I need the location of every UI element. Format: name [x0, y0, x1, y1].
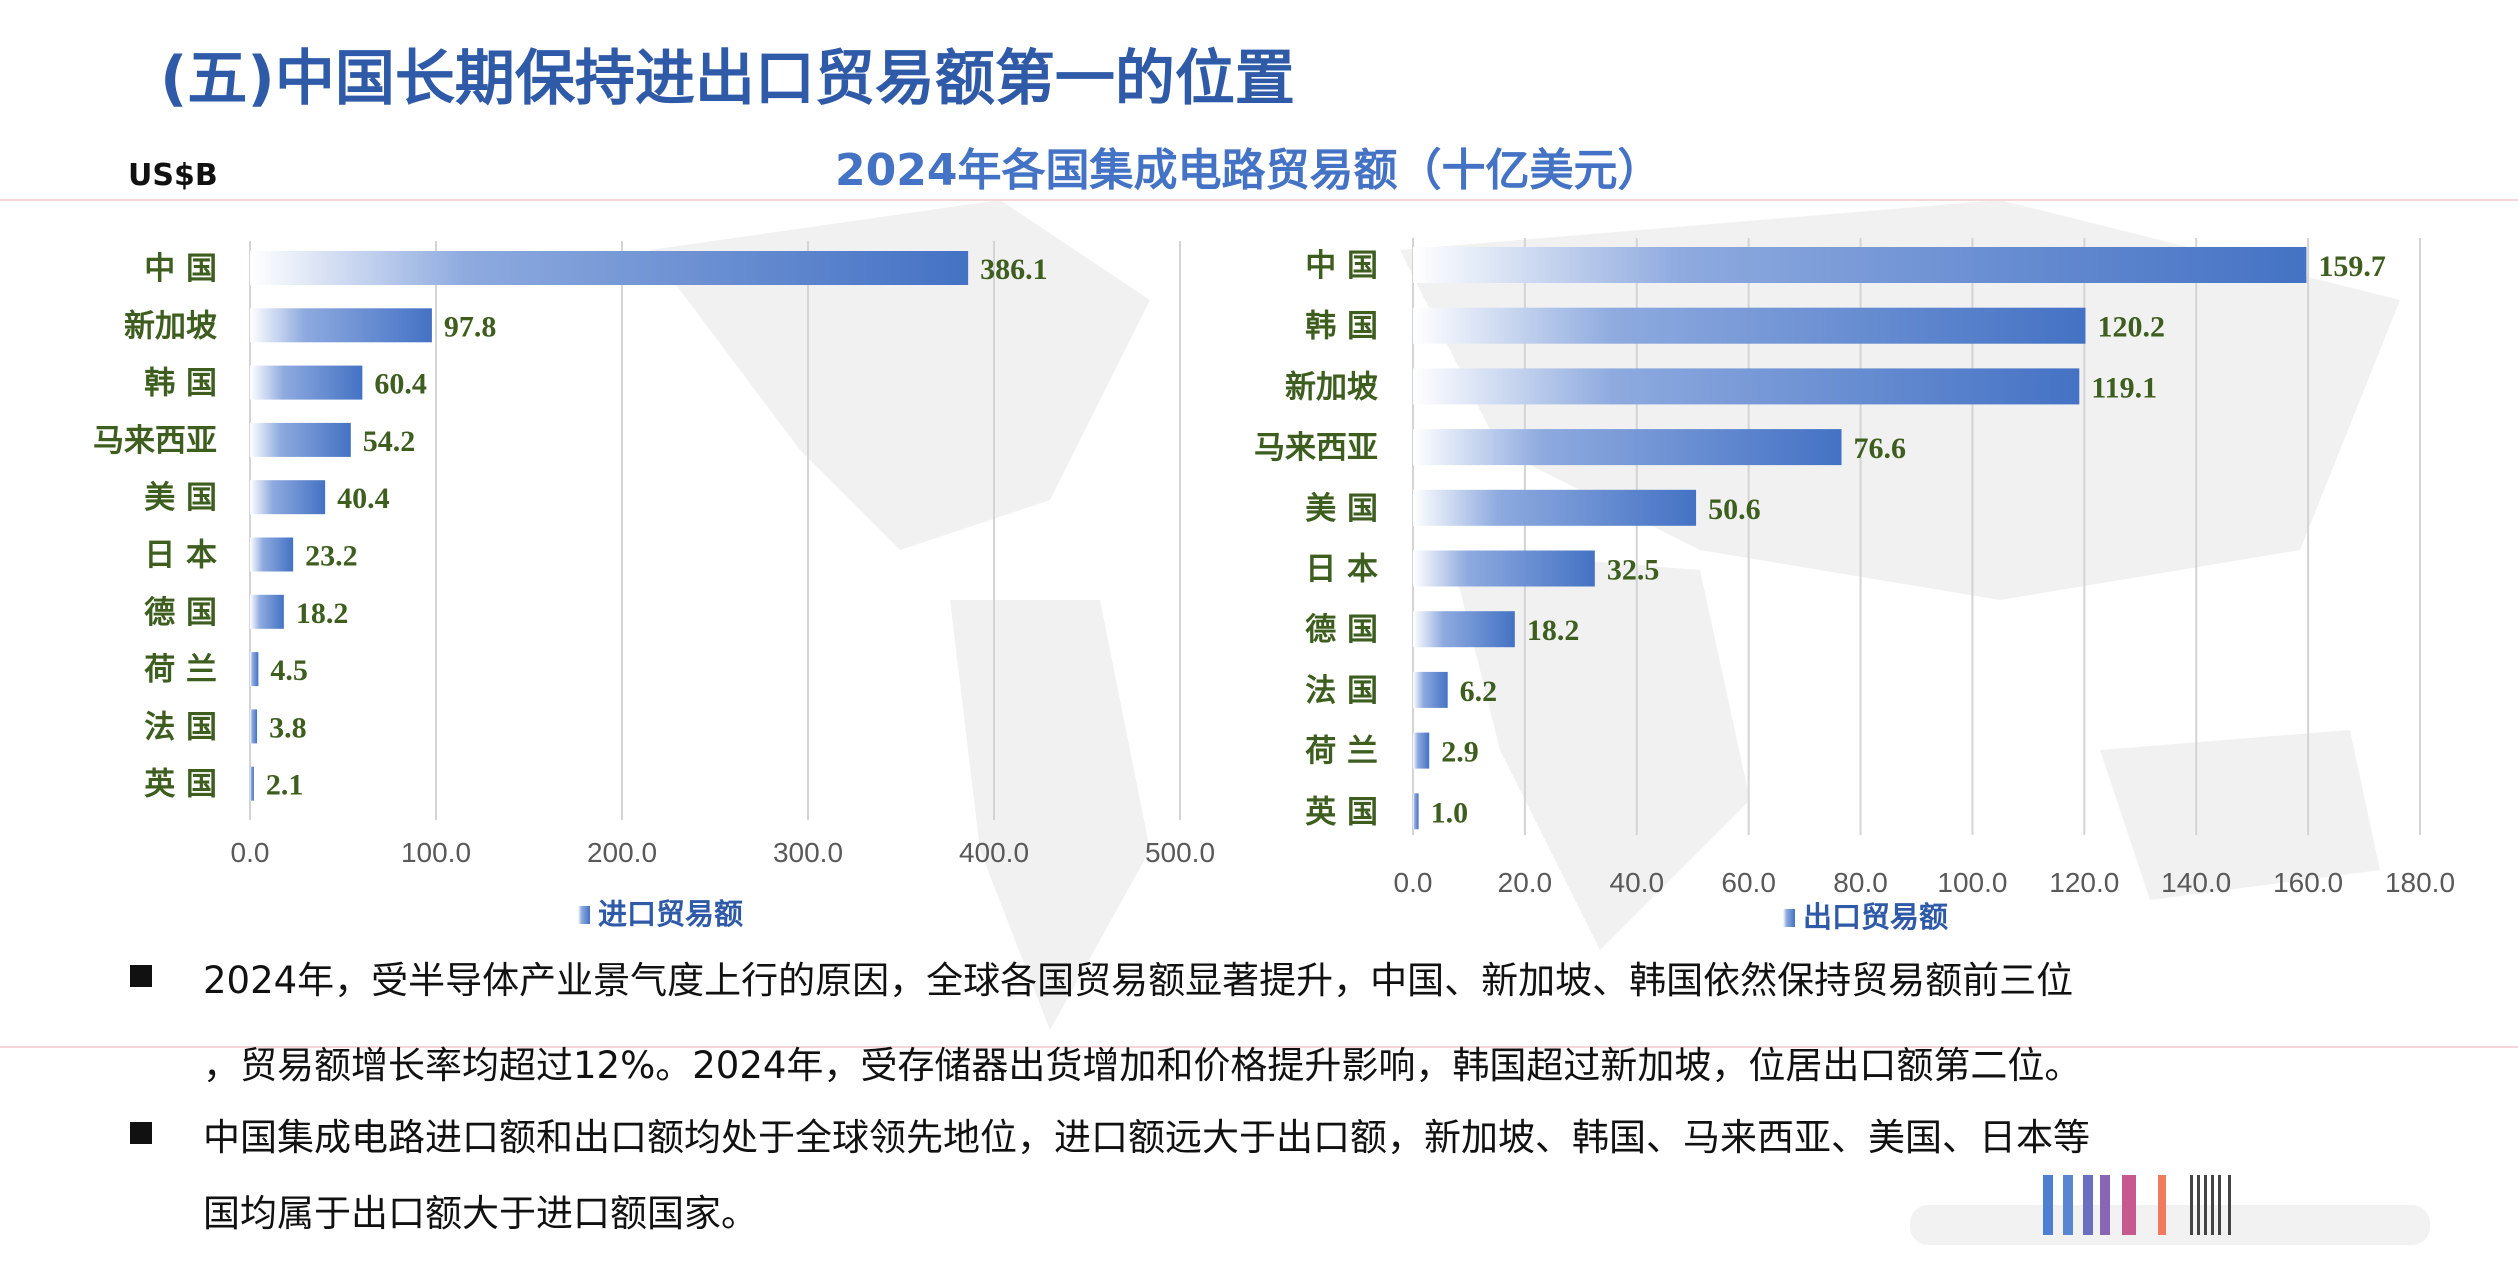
category-label: 法 国: [144, 709, 217, 745]
divider: [0, 1046, 2518, 1048]
tick-label: 180.0: [2385, 867, 2455, 898]
tick-label: 40.0: [1610, 867, 1665, 898]
bar: [1413, 793, 1419, 830]
tick-label: 100.0: [401, 837, 471, 868]
category-label: 中 国: [1305, 248, 1378, 284]
value-label: 18.2: [296, 597, 349, 630]
chart-title: 2024年各国集成电路贸易额（十亿美元）: [835, 145, 1662, 196]
category-label: 德 国: [144, 595, 217, 631]
tick-label: 120.0: [2049, 867, 2119, 898]
tick-label: 0.0: [231, 837, 270, 868]
value-label: 120.2: [2097, 311, 2165, 344]
value-label: 60.4: [374, 368, 427, 401]
value-label: 119.1: [2091, 371, 2157, 404]
watermark-logo: [1910, 1175, 2430, 1245]
category-label: 日 本: [144, 538, 217, 574]
bar: [1413, 732, 1430, 769]
bar: [250, 365, 363, 400]
value-label: 76.6: [1854, 432, 1907, 465]
category-label: 日 本: [1305, 552, 1378, 588]
bar: [250, 594, 284, 629]
value-label: 2.9: [1441, 736, 1479, 769]
tick-label: 500.0: [1145, 837, 1215, 868]
tick-label: 200.0: [587, 837, 657, 868]
unit-label: US$B: [128, 158, 218, 193]
bar: [250, 308, 432, 343]
tick-label: 0.0: [1394, 867, 1433, 898]
bar: [250, 422, 351, 457]
value-label: 18.2: [1527, 614, 1580, 647]
page-title: (五)中国长期保持进出口贸易额第一的位置: [160, 44, 1295, 114]
value-label: 159.7: [2318, 250, 2386, 283]
legend-label: 进口贸易额: [598, 897, 743, 931]
value-label: 2.1: [266, 769, 304, 802]
value-label: 54.2: [363, 425, 416, 458]
value-label: 386.1: [980, 253, 1048, 286]
legend-swatch: [578, 906, 590, 924]
tick-label: 100.0: [1937, 867, 2007, 898]
tick-label: 20.0: [1498, 867, 1553, 898]
category-label: 韩 国: [144, 366, 217, 402]
tick-label: 80.0: [1833, 867, 1888, 898]
tick-label: 140.0: [2161, 867, 2231, 898]
category-label: 新加坡: [1285, 369, 1378, 405]
bar: [1413, 671, 1448, 708]
category-label: 马来西亚: [1254, 430, 1378, 466]
legend-swatch: [1783, 909, 1795, 927]
value-label: 23.2: [305, 540, 358, 573]
bullet-2-line-1: 中国集成电路进口额和出口额均处于全球领先地位，进口额远大于出口额，新加坡、韩国、…: [203, 1116, 2090, 1159]
bar: [250, 709, 258, 744]
tick-label: 400.0: [959, 837, 1029, 868]
bullet-1-line-2: ，贸易额增长率均超过12%。2024年，受存储器出货增加和价格提升影响，韩国超过…: [203, 1044, 2082, 1087]
value-label: 50.6: [1708, 493, 1761, 526]
category-label: 韩 国: [1305, 309, 1378, 345]
bullet-1-line-1: 2024年，受半导体产业景气度上行的原因，全球各国贸易额显著提升，中国、新加坡、…: [203, 959, 2074, 1002]
bullet-marker: [130, 1122, 152, 1144]
bar: [1413, 247, 2307, 283]
tick-label: 160.0: [2273, 867, 2343, 898]
category-label: 英 国: [1305, 794, 1378, 830]
bar: [1413, 307, 2086, 344]
value-label: 32.5: [1607, 554, 1660, 587]
value-label: 97.8: [444, 310, 497, 343]
tick-label: 300.0: [773, 837, 843, 868]
bullet-marker: [130, 965, 152, 987]
category-label: 英 国: [144, 767, 217, 803]
bar: [1413, 429, 1842, 466]
bar: [250, 766, 254, 801]
category-label: 美 国: [1305, 491, 1378, 527]
category-label: 法 国: [1305, 673, 1378, 709]
divider: [0, 199, 2518, 201]
bar: [1413, 489, 1697, 526]
category-label: 中 国: [144, 251, 217, 287]
value-label: 40.4: [337, 482, 390, 515]
value-label: 4.5: [270, 654, 308, 687]
bar: [250, 652, 259, 687]
value-label: 1.0: [1431, 796, 1469, 829]
category-label: 荷 兰: [1305, 734, 1378, 770]
bar: [250, 480, 326, 515]
category-label: 荷 兰: [144, 652, 217, 688]
bar: [1413, 368, 2080, 405]
bar: [250, 251, 969, 285]
legend-label: 出口贸易额: [1803, 900, 1948, 934]
category-label: 美 国: [144, 480, 217, 516]
bar: [250, 537, 294, 572]
category-label: 马来西亚: [93, 423, 217, 459]
category-label: 新加坡: [124, 308, 217, 344]
category-label: 德 国: [1305, 612, 1378, 648]
bar: [1413, 611, 1515, 648]
bar: [1413, 550, 1595, 587]
tick-label: 60.0: [1721, 867, 1776, 898]
value-label: 6.2: [1460, 675, 1498, 708]
bullet-2-line-2: 国均属于出口额大于进口额国家。: [203, 1192, 758, 1235]
value-label: 3.8: [269, 711, 307, 744]
